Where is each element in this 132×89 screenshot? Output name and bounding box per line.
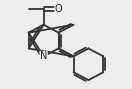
Text: N: N [40,51,47,61]
Text: O: O [55,4,62,14]
